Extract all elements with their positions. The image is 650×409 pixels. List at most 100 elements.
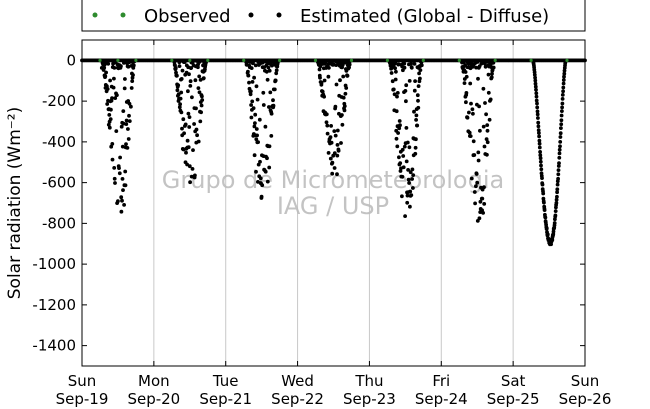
estimated-point: [251, 61, 255, 65]
estimated-point: [556, 172, 561, 177]
estimated-point: [554, 197, 559, 202]
estimated-point: [536, 124, 541, 129]
estimated-point: [532, 72, 537, 77]
legend-marker-observed: [120, 12, 126, 18]
estimated-point: [477, 104, 481, 109]
estimated-point: [471, 139, 476, 144]
plot-area: Grupo de Micrometeorologia IAG / USP: [80, 39, 587, 367]
estimated-point: [489, 75, 494, 80]
estimated-point: [562, 71, 567, 76]
estimated-point: [413, 79, 417, 83]
x-tick-label-day: Fri: [432, 372, 450, 390]
estimated-point: [490, 71, 494, 76]
estimated-point: [345, 73, 350, 78]
estimated-point: [409, 61, 413, 66]
estimated-point: [124, 142, 128, 147]
estimated-point: [269, 134, 274, 138]
estimated-point: [413, 151, 418, 156]
estimated-point: [537, 134, 541, 139]
estimated-point: [255, 97, 260, 102]
estimated-point: [343, 91, 348, 96]
estimated-point: [394, 136, 399, 141]
estimated-point: [186, 145, 191, 150]
estimated-point: [177, 105, 182, 110]
estimated-point: [267, 144, 272, 149]
estimated-point: [470, 107, 475, 112]
estimated-point: [476, 158, 481, 163]
estimated-point: [329, 124, 333, 128]
estimated-point: [402, 61, 407, 66]
observed-point: [457, 58, 461, 62]
observed-point: [313, 58, 318, 62]
estimated-point: [486, 90, 491, 95]
estimated-point: [536, 116, 540, 120]
estimated-point: [255, 133, 259, 138]
estimated-point: [395, 144, 400, 149]
estimated-point: [196, 86, 201, 90]
estimated-point: [335, 143, 340, 147]
estimated-point: [414, 113, 419, 118]
x-axis: SunSep-19MonSep-20TueSep-21WedSep-22ThuS…: [56, 40, 611, 408]
estimated-point: [559, 113, 564, 118]
estimated-point: [333, 133, 338, 138]
estimated-point: [405, 140, 410, 145]
estimated-point: [250, 80, 255, 84]
estimated-point: [484, 137, 489, 142]
estimated-point: [482, 144, 487, 149]
estimated-point: [550, 238, 555, 242]
estimated-point: [126, 137, 131, 141]
observed-point: [116, 58, 120, 62]
estimated-point: [557, 155, 562, 160]
estimated-point: [107, 125, 112, 130]
estimated-point: [562, 74, 566, 79]
estimated-point: [396, 131, 400, 135]
estimated-point: [540, 182, 545, 187]
y-tick-label: -1400: [32, 337, 76, 355]
estimated-point: [543, 215, 548, 220]
estimated-point: [173, 66, 178, 70]
estimated-point: [478, 199, 483, 204]
estimated-point: [107, 113, 112, 117]
estimated-point: [127, 113, 131, 118]
estimated-point: [191, 58, 196, 63]
estimated-point: [110, 96, 114, 100]
estimated-point: [392, 92, 397, 97]
estimated-point: [556, 164, 561, 168]
estimated-point: [258, 159, 262, 164]
estimated-point: [561, 89, 565, 94]
estimated-point: [396, 62, 401, 67]
estimated-point: [339, 141, 343, 145]
estimated-point: [545, 232, 550, 237]
y-tick-label: 0: [66, 51, 76, 69]
estimated-point: [395, 91, 400, 95]
estimated-point: [475, 180, 480, 185]
estimated-point: [560, 105, 564, 110]
x-tick-label-date: Sep-21: [199, 390, 252, 408]
estimated-point: [126, 127, 130, 131]
estimated-point: [110, 157, 115, 162]
estimated-point: [267, 105, 271, 109]
estimated-point: [537, 145, 542, 150]
estimated-point: [398, 161, 403, 166]
estimated-point: [265, 156, 269, 161]
estimated-point: [559, 118, 564, 123]
estimated-point: [332, 129, 337, 134]
estimated-point: [555, 182, 560, 187]
estimated-point: [274, 71, 279, 76]
estimated-point: [482, 185, 486, 190]
estimated-point: [328, 135, 333, 140]
estimated-point: [467, 58, 472, 63]
estimated-point: [104, 70, 108, 75]
observed-point: [421, 58, 425, 62]
estimated-point: [119, 124, 124, 129]
estimated-point: [334, 82, 339, 87]
estimated-point: [113, 181, 117, 185]
estimated-point: [558, 140, 563, 144]
estimated-point: [408, 189, 413, 194]
estimated-point: [393, 77, 398, 82]
estimated-point: [535, 101, 539, 106]
estimated-point: [405, 200, 410, 205]
estimated-point: [249, 66, 254, 70]
estimated-point: [533, 78, 538, 83]
estimated-point: [537, 141, 542, 146]
